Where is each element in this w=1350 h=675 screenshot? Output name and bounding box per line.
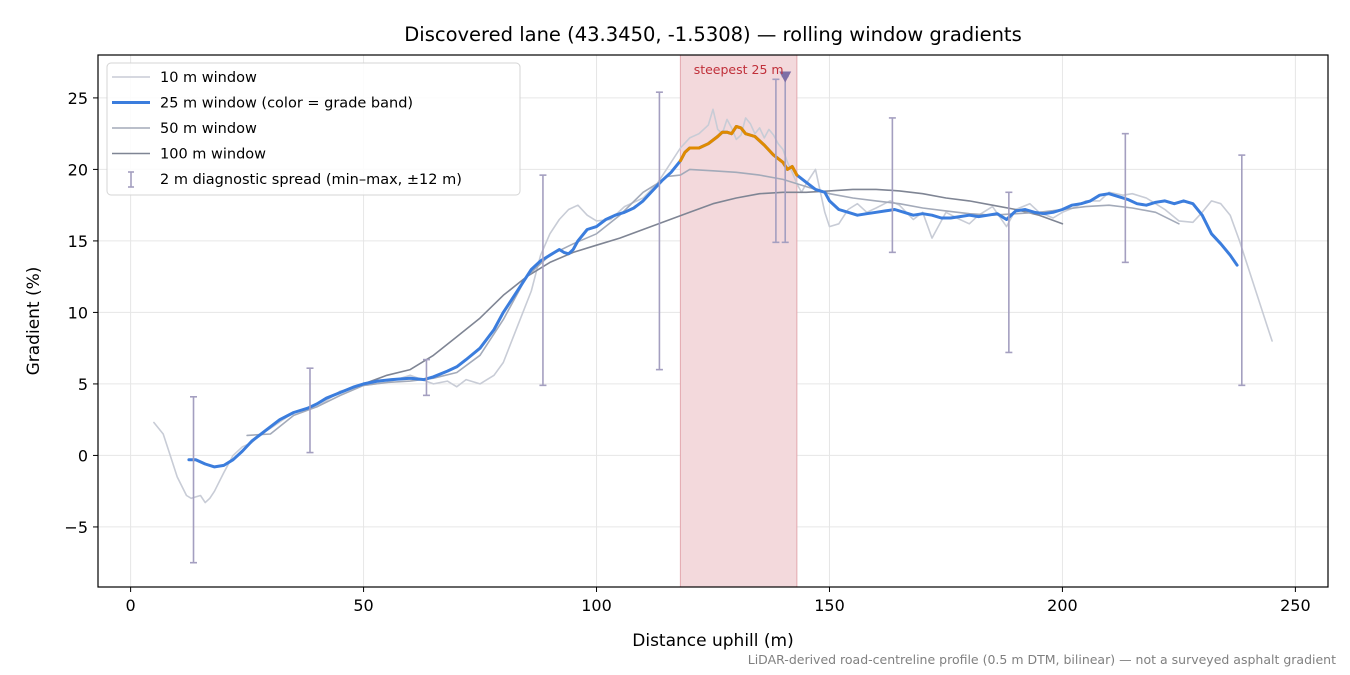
error-bar xyxy=(306,367,314,454)
legend-entry: 10 m window xyxy=(112,70,257,86)
legend-label: 2 m diagnostic spread (min–max, ±12 m) xyxy=(160,172,462,188)
series-25m-steep-segment xyxy=(678,125,799,177)
y-tick-label: 25 xyxy=(68,89,88,108)
footnote: LiDAR-derived road-centreline profile (0… xyxy=(748,652,1336,667)
legend-entry: 2 m diagnostic spread (min–max, ±12 m) xyxy=(128,171,462,188)
error-bar xyxy=(1121,132,1129,264)
error-bar xyxy=(422,358,430,397)
legend-label: 10 m window xyxy=(160,70,257,86)
legend-entry: 100 m window xyxy=(112,147,266,163)
x-tick-label: 0 xyxy=(126,596,136,615)
x-tick-label: 50 xyxy=(353,596,373,615)
error-bar xyxy=(539,174,547,387)
error-bar xyxy=(1238,154,1246,387)
steepest-marker xyxy=(779,71,792,83)
y-tick-label: 5 xyxy=(78,375,88,394)
y-tick-label: 10 xyxy=(68,303,88,322)
error-bar xyxy=(655,91,663,371)
plot-area xyxy=(153,75,1273,564)
legend-label: 50 m window xyxy=(160,121,257,137)
legend: 10 m window 25 m window (color = grade ba… xyxy=(106,62,521,196)
y-tick-label: 0 xyxy=(78,446,88,465)
y-tick-label: 15 xyxy=(68,232,88,251)
x-tick-label: 150 xyxy=(814,596,845,615)
error-bar xyxy=(888,117,896,254)
y-axis-title: Gradient (%) xyxy=(24,267,44,376)
series-50m-line xyxy=(246,168,1180,437)
x-tick-label: 200 xyxy=(1047,596,1078,615)
x-tick-label: 100 xyxy=(581,596,612,615)
y-tick-label: −5 xyxy=(64,518,88,537)
plot-frame xyxy=(97,54,1329,588)
legend-entry: 25 m window (color = grade band) xyxy=(112,96,413,112)
legend-entry: 50 m window xyxy=(112,121,257,137)
x-axis-title: Distance uphill (m) xyxy=(632,631,793,651)
chart-title: Discovered lane (43.3450, -1.5308) — rol… xyxy=(404,23,1021,46)
error-bar xyxy=(1005,191,1013,354)
legend-frame xyxy=(106,62,521,196)
series-100m-line xyxy=(362,188,1064,385)
legend-label: 100 m window xyxy=(160,147,266,163)
error-bar xyxy=(190,395,198,564)
y-tick-label: 20 xyxy=(68,160,88,179)
steepest-label: steepest 25 m xyxy=(694,62,784,77)
x-tick-label: 250 xyxy=(1280,596,1311,615)
legend-label: 25 m window (color = grade band) xyxy=(160,96,413,112)
error-bar xyxy=(772,78,780,244)
